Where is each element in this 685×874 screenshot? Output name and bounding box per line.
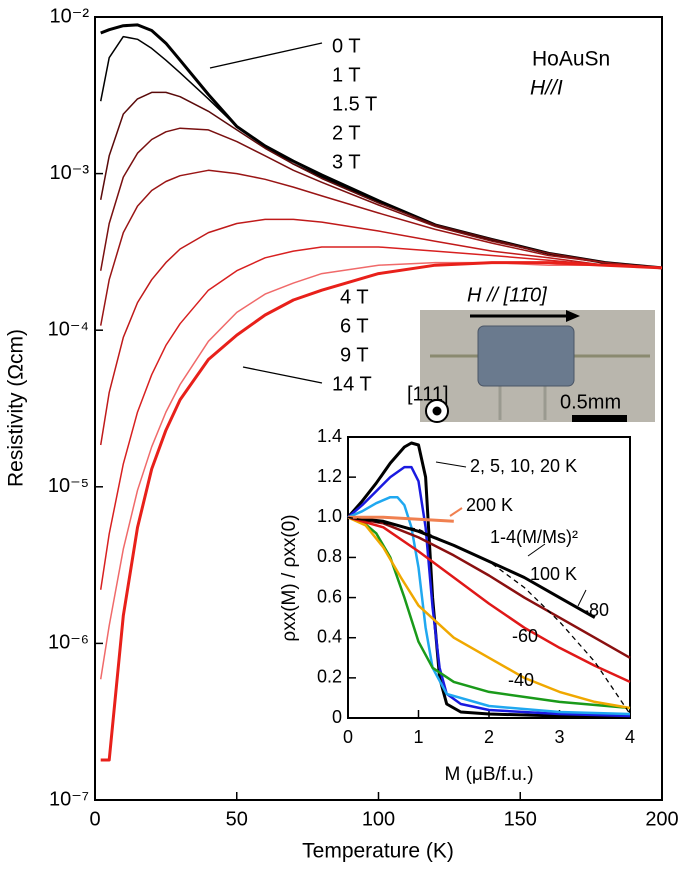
y-tick-label: 0.4 <box>317 626 342 646</box>
series-label: 3 T <box>332 151 361 173</box>
x-tick-label: 0 <box>89 808 100 830</box>
y-tick-label: 10⁻⁴ <box>48 318 89 340</box>
series-label: 9 T <box>340 344 369 366</box>
series-label: 6 T <box>340 315 369 337</box>
y-tick-label: 10⁻⁶ <box>48 632 89 654</box>
x-tick-label: 100 <box>362 808 395 830</box>
series-line <box>347 516 631 684</box>
y-tick-label: 1.4 <box>317 426 342 446</box>
series-label: -60 <box>512 626 538 646</box>
y-tick-label: 0.2 <box>317 667 342 687</box>
series-line <box>346 441 630 718</box>
scale-label: 0.5mm <box>560 391 621 413</box>
y-tick-label: 0.6 <box>317 586 342 606</box>
leader-line <box>577 589 587 607</box>
y-tick-label: 0 <box>332 707 342 727</box>
inset-x-axis-title: M (μB/f.u.) <box>444 764 533 785</box>
out-of-plane-dot <box>432 406 442 416</box>
series-label: 200 K <box>466 495 513 515</box>
leader-line <box>435 461 467 468</box>
series-label: 2, 5, 10, 20 K <box>470 456 577 476</box>
series-line <box>99 127 663 271</box>
x-tick-label: 2 <box>484 727 494 747</box>
series-line <box>348 515 454 523</box>
leader-line <box>209 42 323 69</box>
x-tick-label: 3 <box>554 727 564 747</box>
y-tick-label: 10⁻³ <box>50 162 90 184</box>
field-label: H // [11̄0] <box>467 284 547 306</box>
series-label: 14 T <box>332 373 372 395</box>
series-label: -40 <box>508 670 534 690</box>
series-label: 0 T <box>332 35 361 57</box>
series-line <box>347 516 631 659</box>
series-line <box>99 35 663 269</box>
x-tick-label: 50 <box>226 808 248 830</box>
series-line <box>100 261 663 762</box>
series-label: 2 T <box>332 122 361 144</box>
series-line <box>347 516 631 710</box>
direction: H//I <box>530 77 563 100</box>
y-tick-label: 10⁻² <box>50 5 90 27</box>
x-tick-label: 1 <box>413 727 423 747</box>
series-line <box>347 516 631 710</box>
y-tick-label: 1.2 <box>317 466 342 486</box>
series-label: 1 T <box>332 64 361 86</box>
x-tick-label: 0 <box>343 727 353 747</box>
series-line <box>347 465 631 718</box>
series-label: 4 T <box>340 286 369 308</box>
arrow-head <box>566 310 580 322</box>
sample-crystal <box>477 325 575 387</box>
series-line <box>99 218 663 446</box>
inset-frame <box>347 436 631 719</box>
y-tick-label: 10⁻⁷ <box>49 788 89 810</box>
series-label: 1-4(M/Ms)² <box>490 527 578 547</box>
leader-line <box>527 543 546 557</box>
series-label: -80 <box>583 600 609 620</box>
y-tick-label: 0.8 <box>317 546 342 566</box>
series-line <box>347 495 631 716</box>
x-tick-label: 4 <box>625 727 635 747</box>
scale-bar <box>572 415 627 422</box>
series-line <box>99 169 663 326</box>
series-line <box>347 516 631 715</box>
y-axis-title: Resistivity (Ωcm) <box>5 329 28 487</box>
series-label: 1.5 T <box>332 93 377 115</box>
x-tick-label: 200 <box>645 808 678 830</box>
inset-y-axis-title: ρxx(M) / ρxx(0) <box>279 514 300 641</box>
y-tick-label: 1.0 <box>317 506 342 526</box>
y-tick-label: 10⁻⁵ <box>48 475 89 497</box>
sample-name: HoAuSn <box>532 48 610 71</box>
leader-line <box>449 507 463 517</box>
leader-line <box>242 366 323 384</box>
series-line <box>99 91 663 269</box>
x-axis-title: Temperature (K) <box>302 840 454 863</box>
series-line <box>99 246 663 590</box>
x-tick-label: 150 <box>504 808 537 830</box>
series-label: 100 K <box>530 564 577 584</box>
